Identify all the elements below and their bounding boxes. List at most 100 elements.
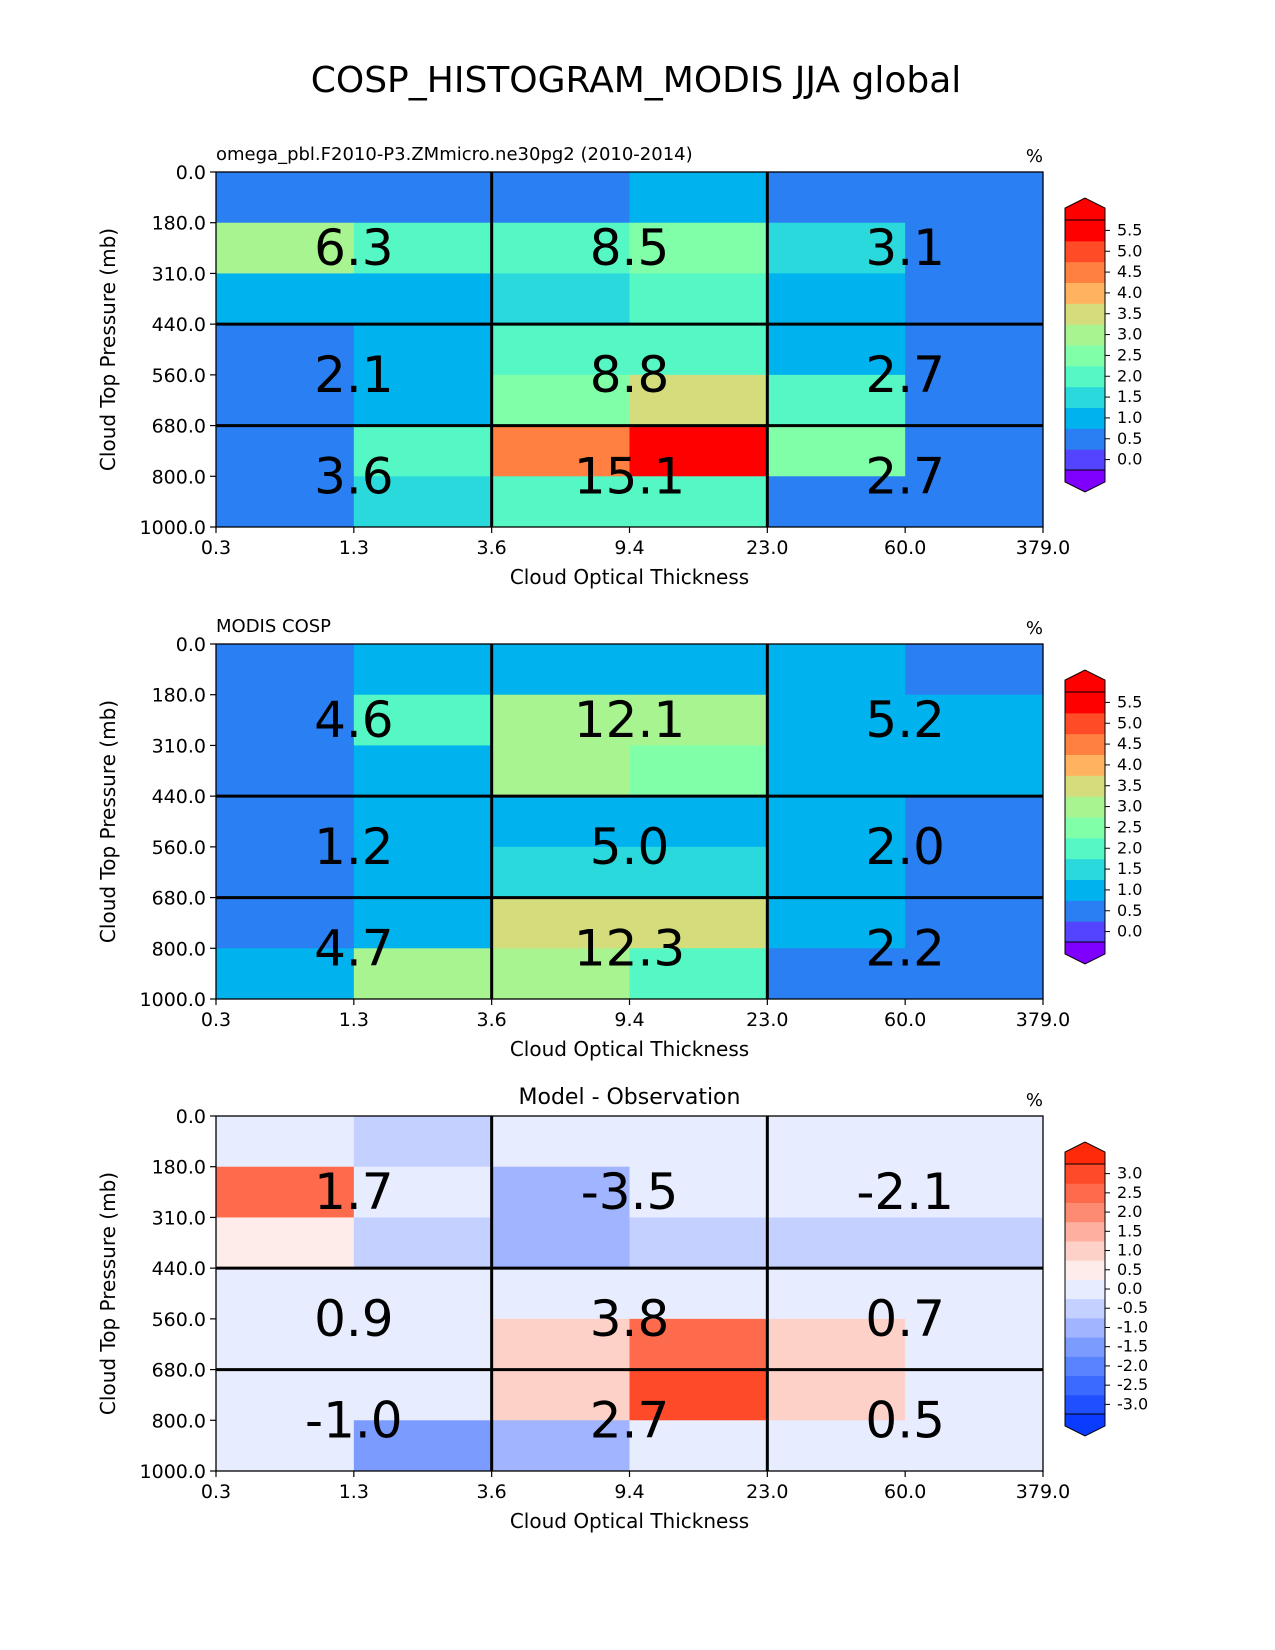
colorbar-tick-label: 5.0 <box>1117 713 1142 732</box>
block-value-label: 6.3 <box>314 219 394 277</box>
heatmap-cell <box>629 846 768 899</box>
x-tick-label: 23.0 <box>746 1481 788 1503</box>
heatmap-cell <box>767 476 906 528</box>
panel-units: % <box>1026 618 1043 639</box>
heatmap-cell <box>491 1217 630 1269</box>
x-axis-label: Cloud Optical Thickness <box>510 1037 749 1061</box>
colorbar-under-extension <box>1064 1413 1106 1437</box>
heatmap-cell <box>353 425 493 477</box>
colorbar-over-extension <box>1064 1141 1106 1165</box>
heatmap-cell <box>353 324 493 376</box>
heatmap-cell <box>353 1268 493 1320</box>
y-axis-label: Cloud Top Pressure (mb) <box>96 700 120 943</box>
heatmap-cell <box>216 745 355 797</box>
colorbar-segment <box>1065 240 1105 263</box>
panel-3: 1.7 -3.5 -2.1 0.9 3.8 0.7 -1.0 2.7 0.5 0.3 1.3 3.6 9… <box>96 1085 1148 1533</box>
colorbar-segment <box>1065 900 1105 922</box>
heatmap-cell <box>353 846 493 899</box>
heatmap-cell <box>767 644 906 696</box>
heatmap-cell <box>216 1217 355 1269</box>
x-tick-label: 60.0 <box>884 1481 926 1503</box>
heatmap-cell <box>629 374 768 427</box>
heatmap-cell <box>767 796 906 848</box>
colorbar-segment <box>1065 1221 1105 1242</box>
block-value-label: 3.1 <box>865 219 945 277</box>
heatmap-cell <box>216 694 355 746</box>
heatmap-cell <box>905 1116 1044 1168</box>
x-tick-label: 3.6 <box>477 1009 507 1031</box>
colorbar-tick-label: 2.0 <box>1117 366 1142 385</box>
colorbar-segment <box>1065 324 1105 346</box>
colorbar-over-extension <box>1064 197 1106 221</box>
colorbar-tick-label: 0.5 <box>1117 429 1142 448</box>
y-tick-label: 680.0 <box>152 416 206 438</box>
heatmap-cell <box>905 948 1044 1000</box>
colorbar-segment <box>1065 1317 1105 1338</box>
colorbar-tick-label: 1.5 <box>1117 387 1142 406</box>
colorbar-segment <box>1065 1260 1105 1280</box>
heatmap-cell <box>216 1369 355 1421</box>
heatmap-cell <box>905 324 1044 376</box>
x-tick-label: 60.0 <box>884 537 926 559</box>
heatmap-cell <box>629 1217 768 1269</box>
heatmap-cell <box>905 644 1044 696</box>
colorbar-segment <box>1065 1279 1105 1300</box>
colorbar-segment <box>1065 1298 1105 1319</box>
heatmap-cell <box>629 222 768 274</box>
x-tick-label: 60.0 <box>884 1009 926 1031</box>
x-tick-label: 0.3 <box>201 537 231 559</box>
block-value-label: 8.5 <box>590 219 670 277</box>
colorbar-segment <box>1065 796 1105 818</box>
y-tick-label: 1000.0 <box>140 989 206 1011</box>
heatmap-cell <box>491 694 630 746</box>
y-tick-label: 680.0 <box>152 1360 206 1382</box>
heatmap-cell <box>629 694 768 746</box>
colorbar-segment <box>1065 365 1105 388</box>
x-tick-label: 9.4 <box>614 537 644 559</box>
heatmap-cell <box>491 948 630 1000</box>
colorbar-tick-label: -1.0 <box>1117 1317 1148 1336</box>
colorbar-frame <box>1064 219 1106 471</box>
heatmap-cell <box>216 476 355 528</box>
heatmap-cell <box>216 374 355 427</box>
x-axis-label: Cloud Optical Thickness <box>510 565 749 589</box>
x-tick-label: 0.3 <box>201 1481 231 1503</box>
heatmap-cell <box>353 374 493 427</box>
heatmap-cell <box>767 273 906 325</box>
heatmap-cell <box>216 425 355 477</box>
colorbar-tick-label: -1.5 <box>1117 1337 1148 1356</box>
x-tick-label: 3.6 <box>477 537 507 559</box>
heatmap-cell <box>629 644 768 696</box>
block-value-label: 2.2 <box>865 919 945 977</box>
colorbar-tick-label: 2.0 <box>1117 838 1142 857</box>
y-tick-label: 180.0 <box>152 1157 206 1179</box>
x-tick-label: 9.4 <box>614 1481 644 1503</box>
colorbar-under-extension <box>1064 469 1106 493</box>
colorbar-segment <box>1065 879 1105 901</box>
panel-units: % <box>1026 146 1043 167</box>
x-tick-label: 1.3 <box>339 1009 369 1031</box>
colorbar-tick-label: 4.0 <box>1117 755 1142 774</box>
heatmap-cell <box>353 745 493 797</box>
y-tick-label: 0.0 <box>176 1106 206 1128</box>
y-tick-label: 0.0 <box>176 634 206 656</box>
heatmap-cell <box>629 745 768 797</box>
heatmap-cell <box>491 222 630 274</box>
heatmap-cell <box>767 1116 906 1168</box>
heatmap-cell <box>491 476 630 528</box>
heatmap-cell <box>353 694 493 746</box>
colorbar-tick-label: 5.5 <box>1117 220 1142 239</box>
block-value-label: 1.2 <box>314 818 394 876</box>
colorbar-tick-label: -0.5 <box>1117 1298 1148 1317</box>
colorbar-tick-label: 2.5 <box>1117 345 1142 364</box>
block-value-label: 2.0 <box>865 818 945 876</box>
y-tick-label: 560.0 <box>152 837 206 859</box>
heatmap-cell <box>767 694 906 746</box>
heatmap-cell <box>491 425 630 477</box>
colorbar-segment <box>1065 345 1105 367</box>
heatmap-cell <box>905 745 1044 797</box>
heatmap-cell <box>216 1318 355 1371</box>
heatmap-cell <box>905 1166 1044 1218</box>
heatmap-cell <box>353 1217 493 1269</box>
colorbar-segment <box>1065 921 1105 943</box>
